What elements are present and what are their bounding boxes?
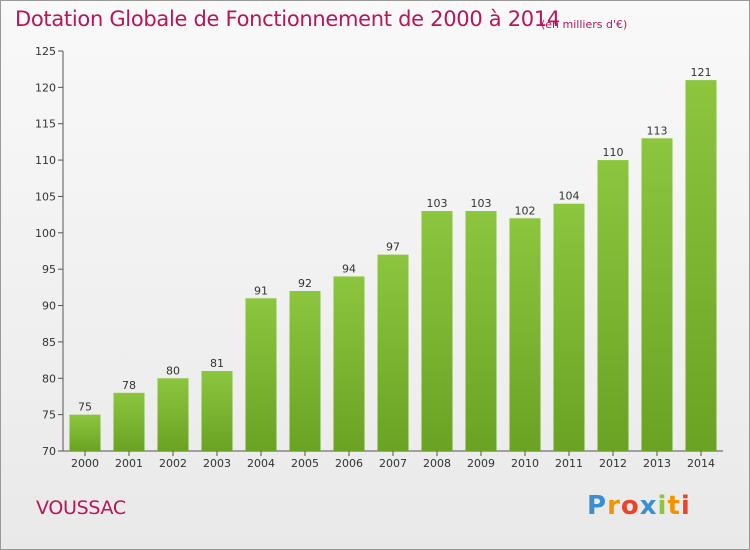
- bar: [685, 80, 717, 451]
- y-tick-label: 120: [35, 81, 56, 94]
- bar: [641, 138, 673, 452]
- data-label: 92: [298, 277, 312, 290]
- data-label: 104: [559, 190, 580, 203]
- data-label: 121: [691, 66, 712, 79]
- y-tick-label: 105: [35, 190, 56, 203]
- x-tick-label: 2003: [203, 457, 231, 470]
- data-label: 103: [427, 197, 448, 210]
- x-tick-label: 2001: [115, 457, 143, 470]
- bar: [377, 254, 409, 451]
- chart-title: Dotation Globale de Fonctionnement de 20…: [15, 7, 560, 31]
- proxiti-logo-letter: i: [680, 491, 691, 521]
- x-tick-label: 2011: [555, 457, 583, 470]
- proxiti-logo-letter: P: [587, 491, 608, 521]
- data-labels: 75 78 80 81 91 92 94 97 103 103 102 104 110 113 121: [78, 66, 712, 414]
- bar: [509, 218, 541, 451]
- bar: [245, 298, 277, 451]
- bar: [289, 291, 321, 451]
- x-tick-label: 2013: [643, 457, 671, 470]
- y-tick-label: 85: [42, 336, 56, 349]
- proxiti-logo-letter: o: [620, 491, 640, 521]
- y-axis: 70 75 80 85 90 95 100 105 110 115 120 125: [35, 45, 64, 458]
- y-tick-label: 115: [35, 118, 56, 131]
- proxiti-logo-letter: i: [657, 491, 668, 521]
- proxiti-logo-letter: r: [607, 491, 621, 521]
- x-tick-label: 2004: [247, 457, 275, 470]
- y-tick-label: 90: [42, 300, 56, 313]
- data-label: 113: [647, 124, 668, 137]
- data-label: 97: [386, 241, 400, 254]
- bar: [333, 276, 365, 451]
- bar: [201, 371, 233, 451]
- bar: [113, 392, 145, 451]
- x-tick-label: 2010: [511, 457, 539, 470]
- x-tick-label: 2012: [599, 457, 627, 470]
- data-label: 102: [515, 204, 536, 217]
- x-tick-label: 2006: [335, 457, 363, 470]
- data-label: 91: [254, 284, 268, 297]
- x-tick-label: 2009: [467, 457, 495, 470]
- y-tick-label: 70: [42, 445, 56, 458]
- x-tick-label: 2007: [379, 457, 407, 470]
- x-tick-label: 2002: [159, 457, 187, 470]
- x-tick-label: 2014: [687, 457, 715, 470]
- data-label: 103: [471, 197, 492, 210]
- bar: [465, 211, 497, 451]
- commune-name: VOUSSAC: [36, 497, 126, 519]
- data-label: 75: [78, 401, 92, 414]
- data-label: 80: [166, 364, 180, 377]
- proxiti-logo-letter: x: [639, 491, 658, 521]
- data-label: 110: [603, 146, 624, 159]
- proxiti-logo-letter: t: [667, 491, 681, 521]
- y-tick-label: 125: [35, 45, 56, 58]
- x-tick-label: 2008: [423, 457, 451, 470]
- bar: [553, 203, 585, 451]
- data-label: 94: [342, 262, 356, 275]
- y-tick-label: 110: [35, 154, 56, 167]
- y-tick-label: 95: [42, 263, 56, 276]
- y-tick-label: 75: [42, 409, 56, 422]
- x-axis: 2000 2001 2002 2003 2004 2005 2006 2007 2008 2009…: [63, 450, 723, 470]
- bar: [157, 378, 189, 451]
- chart-subtitle: (en milliers d'€): [541, 18, 628, 31]
- data-label: 81: [210, 357, 224, 370]
- data-label: 78: [122, 379, 136, 392]
- y-tick-label: 80: [42, 372, 56, 385]
- x-tick-label: 2000: [71, 457, 99, 470]
- bar: [597, 160, 629, 451]
- bar: [69, 414, 101, 451]
- proxiti-logo[interactable]: Proxiti: [587, 491, 691, 521]
- y-tick-label: 100: [35, 227, 56, 240]
- bar: [421, 211, 453, 451]
- bars: [69, 80, 717, 452]
- x-tick-label: 2005: [291, 457, 319, 470]
